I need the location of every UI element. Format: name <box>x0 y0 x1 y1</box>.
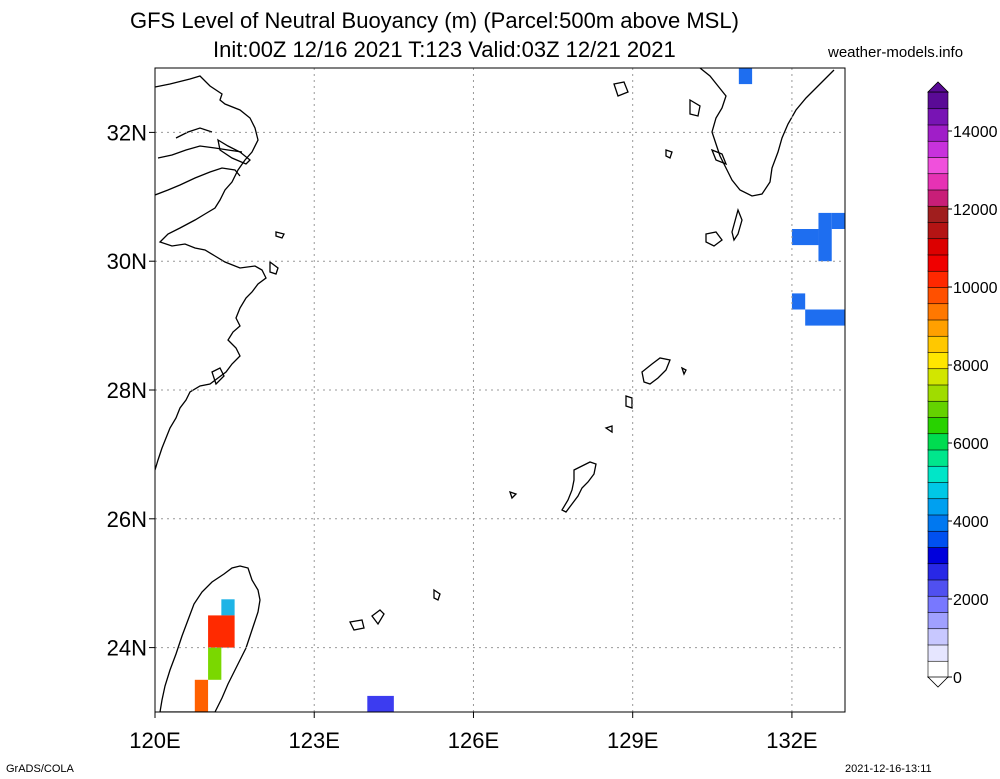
colorbar-swatch <box>927 530 949 548</box>
colorbar-label: 0 <box>953 670 962 687</box>
colorbar-label: 4000 <box>953 514 989 531</box>
x-tick-label: 132E <box>766 728 817 753</box>
colorbar-swatch <box>927 124 949 142</box>
colorbar-swatch <box>927 579 949 597</box>
colorbar-swatch <box>927 595 949 613</box>
colorbar-swatch <box>927 270 949 288</box>
buoyancy-cell <box>818 212 832 262</box>
x-tick-label: 120E <box>129 728 180 753</box>
colorbar-swatch <box>927 400 949 418</box>
colorbar-swatch <box>927 107 949 126</box>
colorbar-label: 12000 <box>953 202 998 219</box>
colorbar-swatch <box>927 514 949 532</box>
colorbar-swatch <box>927 91 949 110</box>
y-tick-label: 30N <box>107 249 147 274</box>
colorbar-label: 14000 <box>953 124 998 141</box>
colorbar-swatch <box>927 432 949 451</box>
colorbar-top-arrow <box>927 81 949 93</box>
colorbar-swatch <box>927 481 949 500</box>
axis-ticks: 120E 123E 126E 129E 132E 24N 26N 28N 30N 32N <box>107 120 818 753</box>
colorbar-swatch <box>927 497 949 516</box>
buoyancy-cell <box>791 229 819 246</box>
colorbar-swatch <box>927 319 949 337</box>
y-tick-label: 26N <box>107 507 147 532</box>
colorbar-swatch <box>927 351 949 370</box>
kyushu-coastline <box>699 68 835 197</box>
colorbar-swatch <box>927 156 949 175</box>
colorbar-label: 6000 <box>953 436 989 453</box>
y-tick-label: 28N <box>107 378 147 403</box>
map-subtitle: Init:00Z 12/16 2021 T:123 Valid:03Z 12/2… <box>213 37 676 62</box>
colorbar-swatch <box>927 644 949 662</box>
china-coastline <box>155 75 267 471</box>
buoyancy-cell <box>208 647 222 680</box>
colorbar-swatch <box>927 286 949 305</box>
buoyancy-cell <box>221 599 235 616</box>
colorbar-label: 2000 <box>953 592 989 609</box>
buoyancy-cell <box>791 293 806 310</box>
colorbar-swatch <box>927 546 949 565</box>
x-tick-label: 126E <box>448 728 499 753</box>
colorbar-swatch <box>927 254 949 272</box>
colorbar-bottom-arrow <box>927 676 949 688</box>
colorbar-swatch <box>927 465 949 483</box>
colorbar-swatch <box>927 140 949 158</box>
colorbar-swatch <box>927 335 949 353</box>
buoyancy-cell <box>367 695 394 712</box>
okinawa-coastline <box>561 461 597 513</box>
colorbar-swatch <box>927 189 949 207</box>
colorbar-swatch <box>927 367 949 386</box>
colorbar-swatch <box>927 611 949 630</box>
y-tick-label: 24N <box>107 636 147 661</box>
colorbar-swatch <box>927 660 949 678</box>
colorbar-label: 10000 <box>953 280 998 297</box>
colorbar-label: 8000 <box>953 358 989 375</box>
colorbar-swatch <box>927 205 949 223</box>
taiwan-coastline <box>159 565 261 712</box>
x-tick-label: 123E <box>289 728 340 753</box>
buoyancy-cell <box>738 68 753 85</box>
coastlines <box>155 68 835 712</box>
colorbar-swatch <box>927 416 949 435</box>
colorbar-swatch <box>927 172 949 191</box>
buoyancy-cell <box>194 679 209 712</box>
colorbar-swatch <box>927 449 949 467</box>
colorbar-swatch <box>927 221 949 240</box>
buoyancy-cell <box>805 309 845 326</box>
buoyancy-cell <box>208 615 235 648</box>
colorbar-swatch <box>927 627 949 646</box>
footer-credit: GrADS/COLA <box>6 763 74 775</box>
map-title: GFS Level of Neutral Buoyancy (m) (Parce… <box>130 8 739 33</box>
colorbar-swatch <box>927 237 949 256</box>
colorbar-swatch <box>927 302 949 321</box>
colorbar: 0 2000 4000 6000 8000 10000 12000 14000 <box>927 81 998 688</box>
buoyancy-cells <box>194 68 845 712</box>
buoyancy-cell <box>831 212 845 229</box>
y-tick-label: 32N <box>107 120 147 145</box>
footer-timestamp: 2021-12-16-13:11 <box>845 763 932 775</box>
colorbar-swatch <box>927 384 949 402</box>
x-tick-label: 129E <box>607 728 658 753</box>
site-label: weather-models.info <box>828 44 964 61</box>
map-grid <box>154 68 845 712</box>
colorbar-swatch <box>927 562 949 581</box>
